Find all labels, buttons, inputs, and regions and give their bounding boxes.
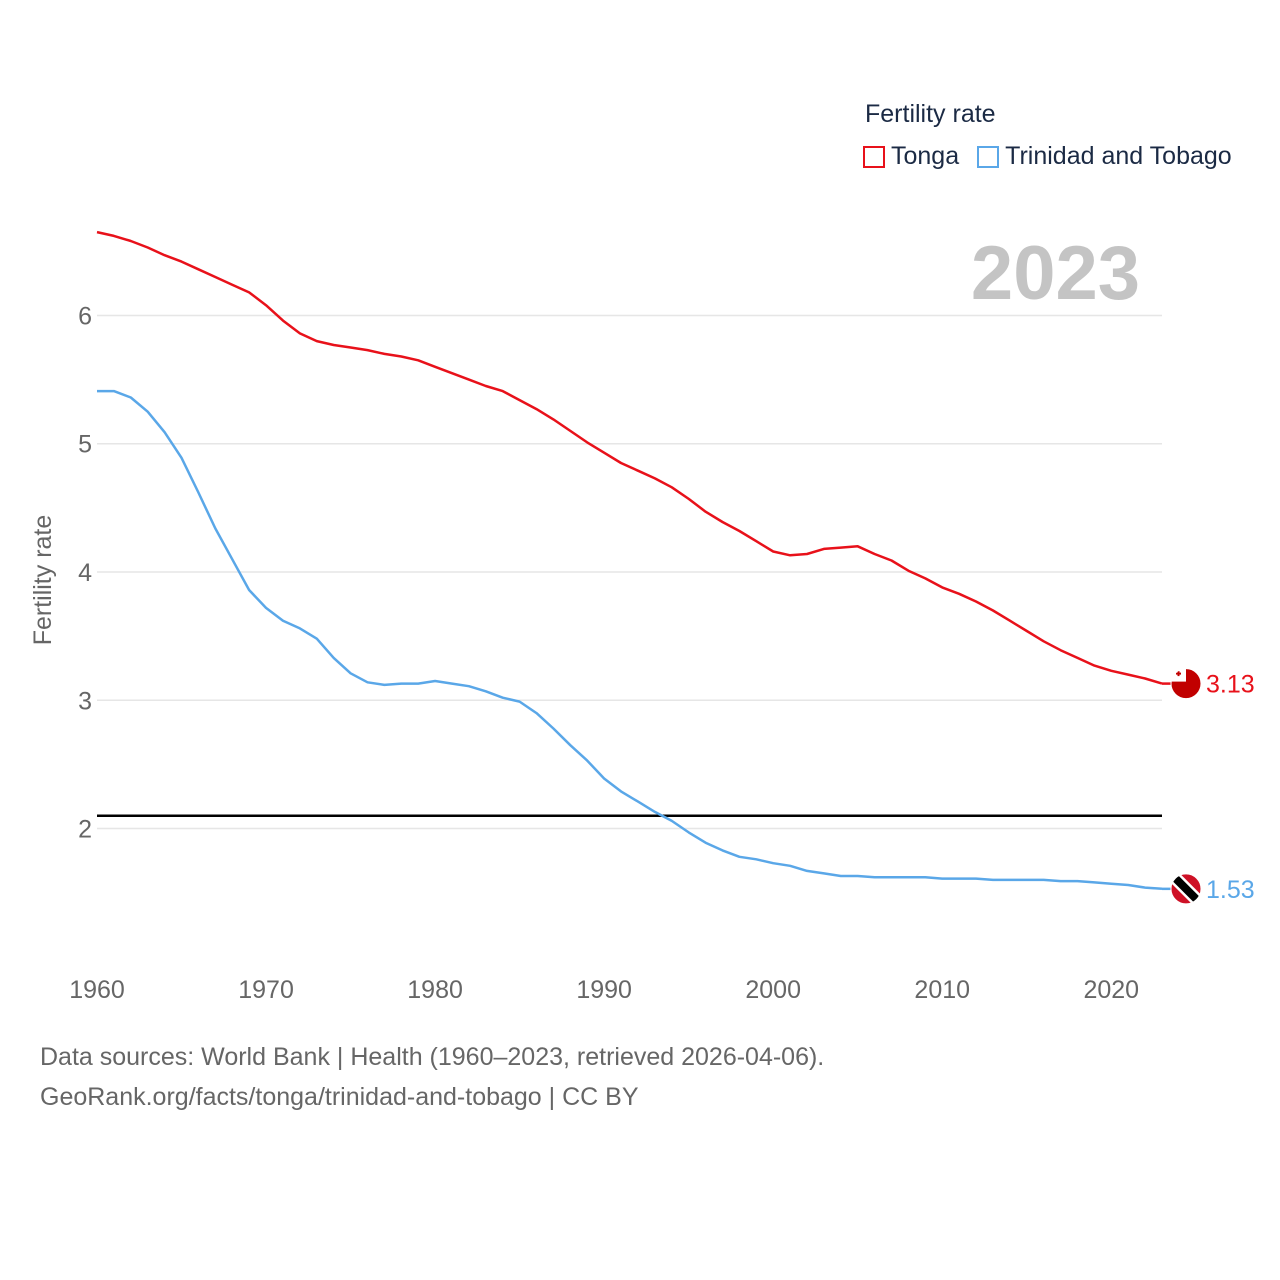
end-value-label-tonga: 3.13 — [1206, 671, 1255, 699]
x-tick-label-1980: 1980 — [407, 976, 463, 1004]
y-axis-label: Fertility rate — [29, 515, 57, 646]
grid-lines — [97, 314, 1162, 830]
x-tick-label-1990: 1990 — [576, 976, 632, 1004]
x-tick-label-2020: 2020 — [1083, 976, 1139, 1004]
legend-item-trinidad-and-tobago[interactable]: Trinidad and Tobago — [977, 142, 1232, 171]
legend-swatch-tonga — [863, 145, 885, 168]
end-markers: 3.13 1.53 — [1162, 668, 1255, 905]
source-link[interactable]: GeoRank.org/facts/tonga/trinidad-and-tob… — [40, 1083, 639, 1111]
data-source-note: Data sources: World Bank | Health (1960–… — [40, 1043, 825, 1071]
legend-title: Fertility rate — [865, 100, 996, 128]
flag-tonga-icon — [1170, 668, 1202, 700]
x-tick-label-1960: 1960 — [69, 976, 125, 1004]
series-line-tonga — [96, 230, 1163, 685]
y-tick-label-6: 6 — [78, 302, 92, 330]
x-tick-label-2010: 2010 — [914, 976, 970, 1004]
y-tick-label-2: 2 — [78, 816, 92, 844]
x-tick-label-1970: 1970 — [238, 976, 294, 1004]
flag-trinidad-and-tobago-icon — [1170, 873, 1202, 905]
legend-item-tonga[interactable]: Tonga — [863, 142, 959, 171]
end-value-label-trinidad-and-tobago: 1.53 — [1206, 876, 1255, 904]
year-label: 2023 — [970, 231, 1140, 316]
x-axis-ticks: 1960 1970 1980 1990 2000 2010 2020 — [69, 976, 1139, 1004]
y-axis-ticks: 2 3 4 5 6 — [78, 302, 92, 843]
y-tick-label-5: 5 — [78, 431, 92, 459]
y-tick-label-3: 3 — [78, 687, 92, 715]
x-tick-label-2000: 2000 — [745, 976, 801, 1004]
series-lines — [96, 230, 1163, 891]
legend-label-trinidad-and-tobago: Trinidad and Tobago — [1005, 142, 1232, 170]
legend-swatch-trinidad-and-tobago — [977, 145, 1000, 168]
y-tick-label-4: 4 — [78, 559, 92, 587]
series-line-trinidad-and-tobago — [97, 389, 1163, 891]
legend: Tonga Trinidad and Tobago — [863, 142, 1250, 171]
legend-label-tonga: Tonga — [891, 142, 960, 170]
